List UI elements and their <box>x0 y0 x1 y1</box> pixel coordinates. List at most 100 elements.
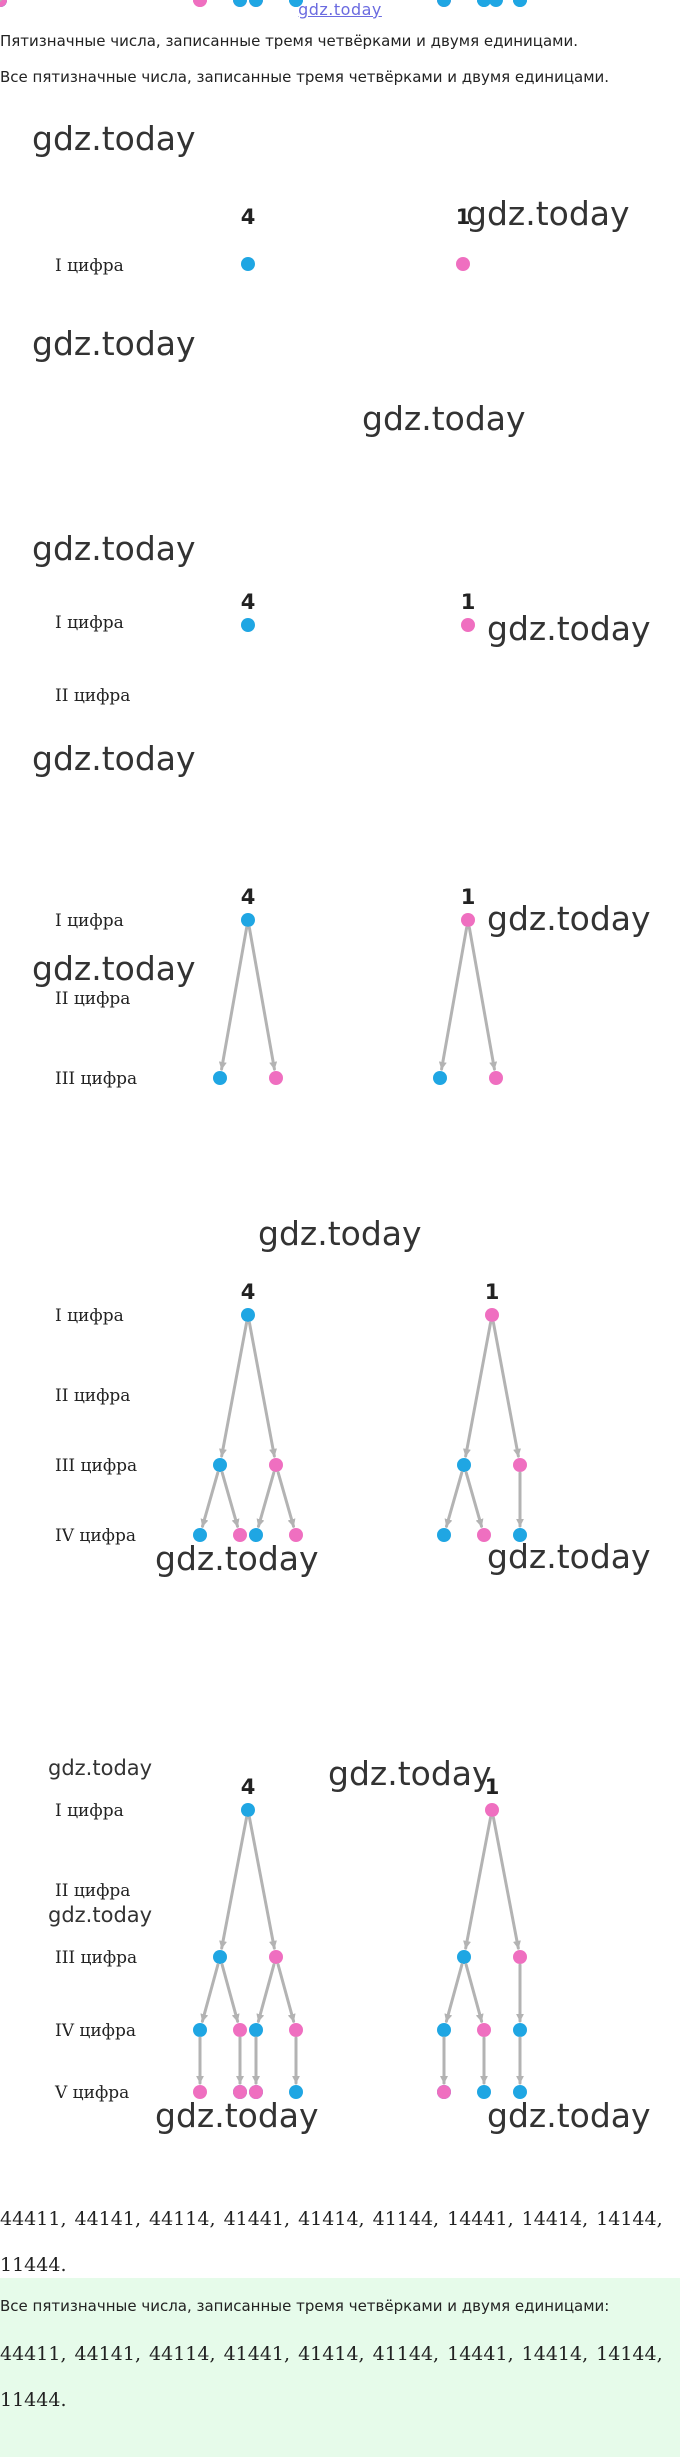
watermark-text: gdz.today <box>155 1539 319 1578</box>
node-digit-1 <box>269 1950 283 1964</box>
node-digit-4 <box>489 0 503 7</box>
root-node-4 <box>241 257 255 271</box>
node-digit-4 <box>241 1803 255 1817</box>
row-label-1: I цифра <box>55 1801 124 1821</box>
watermark-text: gdz.today <box>155 2096 319 2135</box>
node-digit-1 <box>193 0 207 7</box>
node-digit-1 <box>485 1803 499 1817</box>
node-digit-4 <box>437 2023 451 2037</box>
node-digit-4 <box>457 1458 471 1472</box>
node-digit-4 <box>213 1950 227 1964</box>
row-label-1: I цифра <box>55 613 124 633</box>
tree-edge <box>464 1963 484 2023</box>
watermark-text: gdz.today <box>32 324 196 363</box>
tree-edge <box>247 926 278 1071</box>
row-label-2: II цифра <box>55 989 130 1009</box>
node-digit-1 <box>269 1458 283 1472</box>
node-digit-1 <box>233 1528 247 1542</box>
watermark-text: gdz.today <box>487 609 651 648</box>
row-label-1: I цифра <box>55 911 124 931</box>
node-digit-1 <box>489 1071 503 1085</box>
node-digit-4 <box>513 0 527 7</box>
row-label-2: II цифра <box>55 686 130 706</box>
watermark-text: gdz.today <box>32 739 196 778</box>
root-label-4: 4 <box>241 590 256 614</box>
tree-edge <box>220 1963 240 2023</box>
answer-box <box>0 2278 680 2457</box>
row-label-4: IV цифра <box>55 1526 136 1546</box>
node-digit-1 <box>193 2085 207 2099</box>
node-digit-4 <box>249 2023 263 2037</box>
tree-edge <box>219 1816 249 1950</box>
site-logo[interactable]: gdz.today <box>298 0 382 19</box>
row-label-2: II цифра <box>55 1881 130 1901</box>
watermark-text: gdz.today <box>258 1214 422 1253</box>
node-digit-4 <box>241 1308 255 1322</box>
node-digit-4 <box>241 913 255 927</box>
tree-edge <box>467 926 498 1071</box>
node-digit-4 <box>213 1071 227 1085</box>
tree-edge <box>219 1321 249 1458</box>
node-digit-4 <box>513 2085 527 2099</box>
node-digit-1 <box>477 1528 491 1542</box>
row-label-2: II цифра <box>55 1386 130 1406</box>
node-digit-4 <box>457 1950 471 1964</box>
node-digit-1 <box>477 2023 491 2037</box>
tree-edge <box>256 1963 276 2023</box>
node-digit-1 <box>513 1458 527 1472</box>
node-digit-1 <box>249 2085 263 2099</box>
watermark-text: gdz.today <box>466 194 630 233</box>
row-label-3: III цифра <box>55 1456 137 1476</box>
watermark-text: gdz.today <box>328 1754 492 1793</box>
tree-edge <box>276 1963 296 2023</box>
answer-box-title: Все пятизначные числа, записанные тремя … <box>0 2297 610 2315</box>
row-label-4: IV цифра <box>55 2021 136 2041</box>
intro-heading: Пятизначные числа, записанные тремя четв… <box>0 32 579 50</box>
node-digit-1 <box>461 618 475 632</box>
tree-edge <box>200 1963 220 2023</box>
tree-edge <box>463 1321 493 1458</box>
node-digit-4 <box>477 2085 491 2099</box>
node-digit-4 <box>477 0 491 7</box>
watermark-text: gdz.today <box>487 2096 651 2135</box>
root-label-1: 1 <box>456 205 471 229</box>
root-label-1: 1 <box>485 1280 500 1304</box>
intro-subheading: Все пятизначные числа, записанные тремя … <box>0 68 610 86</box>
row-label-3: III цифра <box>55 1069 137 1089</box>
tree-edge <box>256 1471 276 1528</box>
node-digit-1 <box>461 913 475 927</box>
row-label-1: I цифра <box>55 256 124 276</box>
answer-numbers: 44411, 44141, 44114, 41441, 41414, 41144… <box>0 2208 663 2276</box>
tree-edge <box>247 1816 277 1950</box>
node-digit-1 <box>269 1071 283 1085</box>
node-digit-4 <box>241 618 255 632</box>
tree-edge <box>220 1471 240 1528</box>
node-digit-1 <box>233 2085 247 2099</box>
row-label-5: V цифра <box>54 2083 129 2103</box>
node-digit-4 <box>213 1458 227 1472</box>
tree-edge <box>491 1321 521 1458</box>
watermark-text: gdz.today <box>487 899 651 938</box>
tree-edge <box>200 1471 220 1528</box>
watermark-text: gdz.today <box>487 1537 651 1576</box>
node-digit-1 <box>513 1950 527 1964</box>
watermark-text: gdz.today <box>32 949 196 988</box>
watermark-text: gdz.today <box>48 1903 152 1927</box>
node-digit-1 <box>0 0 7 7</box>
watermark-text: gdz.today <box>32 529 196 568</box>
node-digit-1 <box>289 1528 303 1542</box>
node-digit-1 <box>233 2023 247 2037</box>
node-digit-4 <box>513 1528 527 1542</box>
row-label-3: III цифра <box>55 1948 137 1968</box>
watermark-text: gdz.today <box>48 1756 152 1780</box>
row-label-1: I цифра <box>55 1306 124 1326</box>
node-digit-4 <box>249 1528 263 1542</box>
tree-edge <box>247 1321 277 1458</box>
node-digit-4 <box>249 0 263 7</box>
node-digit-4 <box>289 0 303 7</box>
node-digit-1 <box>485 1308 499 1322</box>
tree-edge <box>276 1471 296 1528</box>
root-label-1: 1 <box>461 885 476 909</box>
root-label-4: 4 <box>241 205 256 229</box>
